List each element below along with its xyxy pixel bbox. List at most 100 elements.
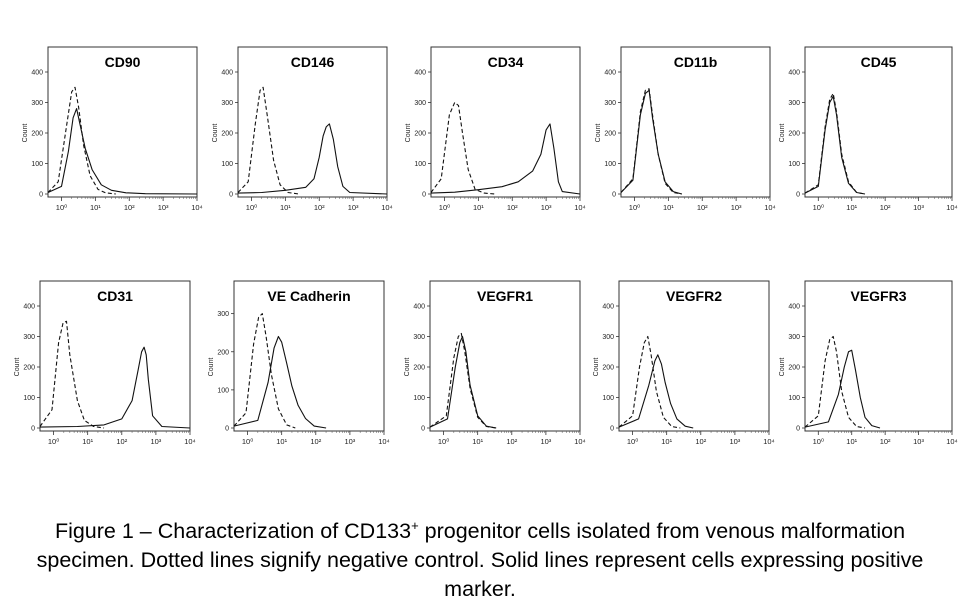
y-tick-label: 400 [221,70,233,77]
panel-title: CD90 [105,54,141,70]
y-tick-label: 100 [23,395,35,402]
x-tick-label: 10⁰ [242,437,253,446]
x-tick-label: 10⁰ [813,203,824,212]
x-tick-label: 10¹ [846,203,857,212]
x-tick-label: 10¹ [276,437,287,446]
y-tick-label: 300 [31,100,43,107]
y-tick-label: 300 [414,100,426,107]
x-tick-label: 10³ [913,437,924,446]
plot-frame [47,46,198,198]
panel-title: CD11b [674,54,718,70]
histogram-panel-2: 0 100 200 300 400 Count 10⁰ 10¹ 10² 10³ 10⁴ CD146 [212,46,393,212]
y-axis-label: Count [14,358,21,377]
y-tick-label: 400 [31,70,43,77]
panel-title: CD31 [97,288,133,304]
y-axis-label: Count [404,358,411,377]
negative-control-curve [804,335,866,429]
y-axis-label: Count [779,124,786,143]
y-tick-label: 200 [788,365,800,372]
plot-frame [233,280,385,432]
x-tick-label: 10⁰ [56,203,67,212]
y-tick-label: 400 [602,304,614,311]
y-tick-label: 300 [221,100,233,107]
y-tick-label: 400 [414,70,426,77]
y-tick-label: 0 [421,426,425,433]
positive-marker-curve [429,335,497,429]
y-tick-label: 300 [23,334,35,341]
histogram-grid: 0 100 200 300 400 Count 10⁰ 10¹ 10² 10³ 10⁴ CD90 0 10… [14,46,958,446]
x-tick-label: 10³ [344,437,355,446]
y-tick-label: 200 [221,131,233,138]
plot-frame [804,46,953,198]
histogram-panel-6: 0 100 200 300 400 Count 10⁰ 10¹ 10² 10³ 10⁴ CD31 [14,280,196,446]
y-tick-label: 100 [788,161,800,168]
negative-control-curve [618,335,681,429]
y-axis-label: Count [22,124,29,143]
y-tick-label: 100 [788,395,800,402]
y-tick-label: 200 [604,131,616,138]
histogram-panel-3: 0 100 200 300 400 Count 10⁰ 10¹ 10² 10³ 10⁴ CD34 [405,46,586,212]
x-tick-label: 10² [506,437,517,446]
y-tick-label: 100 [602,395,614,402]
caption-superscript: + [411,518,419,533]
y-tick-label: 100 [413,395,425,402]
y-tick-label: 200 [217,349,229,356]
x-tick-label: 10⁰ [629,203,640,212]
y-tick-label: 300 [604,100,616,107]
x-tick-label: 10² [116,437,127,446]
x-tick-label: 10³ [158,203,169,212]
y-tick-label: 100 [217,387,229,394]
x-tick-label: 10⁴ [574,437,586,446]
positive-marker-curve [233,335,327,429]
y-axis-label: Count [208,358,215,377]
x-tick-label: 10³ [731,203,742,212]
x-tick-label: 10² [124,203,135,212]
y-tick-label: 0 [31,426,35,433]
histogram-panel-10: 0 100 200 300 400 Count 10⁰ 10¹ 10² 10³ 10⁴ VEGFR3 [779,280,958,446]
y-tick-label: 400 [788,70,800,77]
negative-control-curve [237,86,299,195]
panel-title: CD34 [488,54,524,70]
x-tick-label: 10¹ [663,203,674,212]
y-tick-label: 0 [612,192,616,199]
positive-marker-curve [430,123,581,195]
x-tick-label: 10⁴ [378,437,390,446]
x-tick-label: 10² [314,203,325,212]
x-tick-label: 10² [507,203,518,212]
x-tick-label: 10⁴ [191,203,203,212]
panel-title: VEGFR1 [477,288,533,304]
panel-title: VEGFR3 [850,288,906,304]
x-tick-label: 10³ [540,437,551,446]
x-tick-label: 10⁰ [627,437,638,446]
y-tick-label: 200 [414,131,426,138]
y-tick-label: 300 [788,100,800,107]
positive-marker-curve [237,123,388,195]
y-tick-label: 0 [610,426,614,433]
y-tick-label: 200 [602,365,614,372]
panel-title: VEGFR2 [666,288,722,304]
y-tick-label: 300 [413,334,425,341]
y-tick-label: 0 [39,192,43,199]
histogram-panel-7: 0 100 200 300 Count 10⁰ 10¹ 10² 10³ 10⁴ VE Cadheri… [208,280,390,446]
x-tick-label: 10⁰ [48,437,59,446]
histogram-panel-8: 0 100 200 300 400 Count 10⁰ 10¹ 10² 10³ 10⁴ VEGFR1 [404,280,586,446]
x-tick-label: 10¹ [846,437,857,446]
x-tick-label: 10² [880,437,891,446]
y-tick-label: 200 [788,131,800,138]
x-tick-label: 10⁰ [439,203,450,212]
x-tick-label: 10¹ [90,203,101,212]
x-tick-label: 10⁴ [574,203,586,212]
x-tick-label: 10⁴ [946,203,958,212]
y-tick-label: 300 [217,311,229,318]
plot-frame [237,46,388,198]
plot-frame [620,46,771,198]
plot-frame [430,46,581,198]
y-tick-label: 0 [225,426,229,433]
x-tick-label: 10³ [150,437,161,446]
plot-frame [618,280,770,432]
x-tick-label: 10⁰ [246,203,257,212]
panel-title: CD146 [291,54,335,70]
positive-marker-curve [804,349,881,429]
y-tick-label: 100 [604,161,616,168]
x-tick-label: 10¹ [280,203,291,212]
